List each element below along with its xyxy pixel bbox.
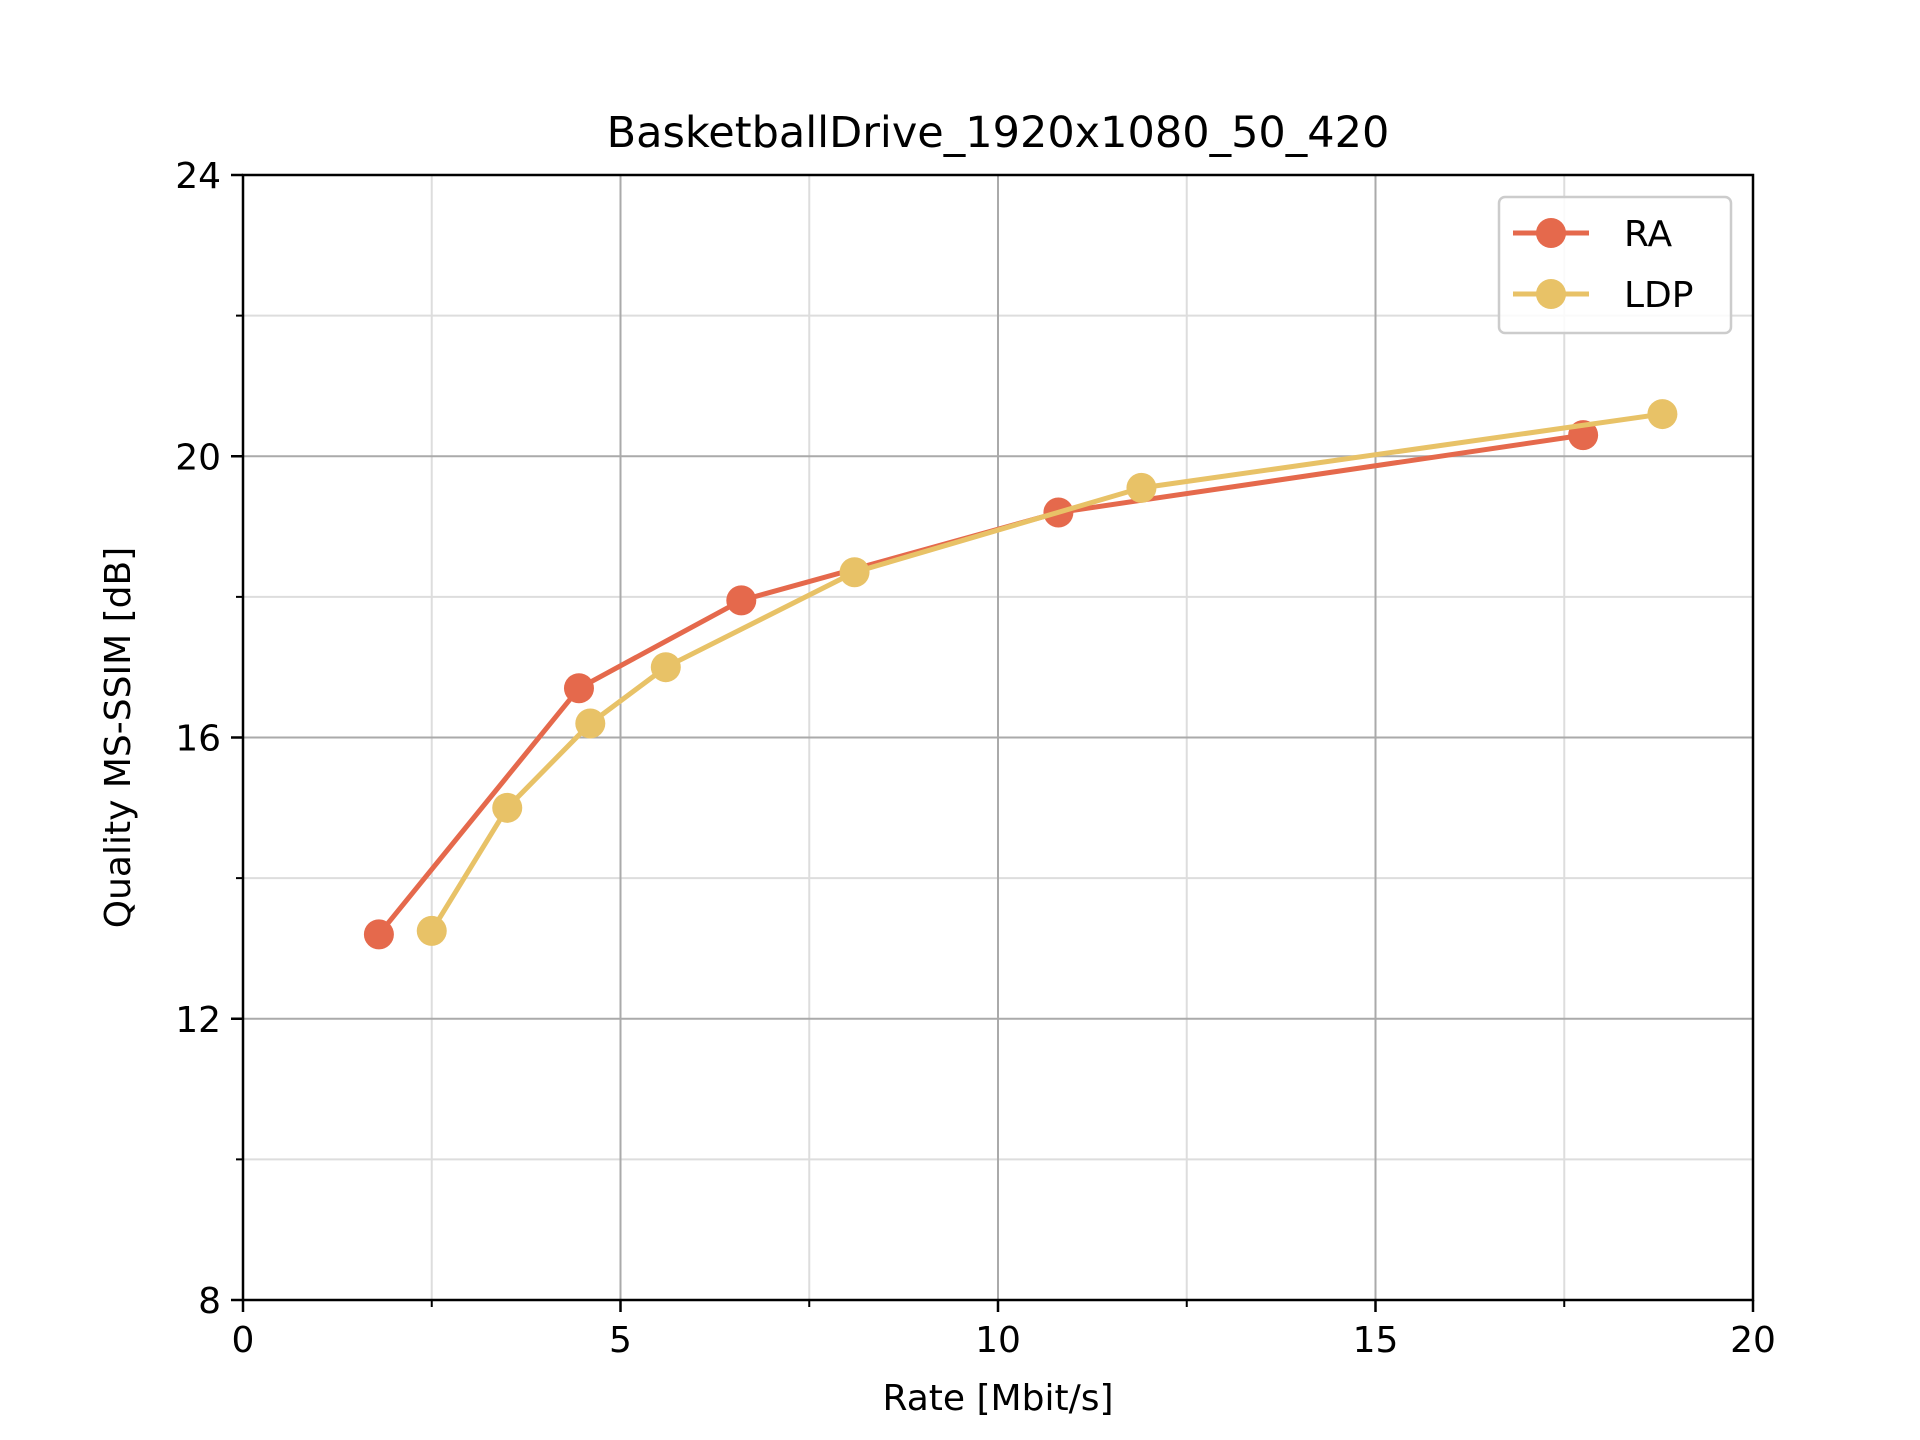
data-point [1126, 472, 1157, 503]
y-tick-label: 16 [175, 719, 221, 760]
y-axis-label: Quality MS-SSIM [dB] [98, 547, 139, 928]
data-point [563, 673, 594, 704]
chart-title: BasketballDrive_1920x1080_50_420 [607, 108, 1390, 158]
data-point [492, 792, 523, 823]
axis-ticks: 0 5 10 15 20 8 12 16 20 24 [175, 156, 1776, 1361]
x-tick-label: 0 [232, 1320, 255, 1361]
x-tick-label: 15 [1353, 1320, 1399, 1361]
legend-marker [1536, 218, 1566, 248]
data-point [575, 708, 606, 739]
x-tick-label: 10 [975, 1320, 1021, 1361]
y-tick-label: 8 [198, 1281, 221, 1322]
legend-label: RA [1624, 214, 1673, 255]
plot-area-frame [241, 173, 1755, 1302]
y-tick-label: 12 [175, 1000, 221, 1041]
x-tick-label: 5 [609, 1320, 632, 1361]
data-point [416, 915, 447, 946]
legend-marker [1536, 279, 1566, 309]
data-point [839, 557, 870, 588]
data-point [726, 585, 757, 616]
y-tick-label: 24 [175, 156, 221, 197]
data-point [1647, 399, 1678, 430]
legend: RA LDP [1497, 195, 1733, 335]
data-point [650, 652, 681, 683]
series [363, 399, 1678, 950]
series-ldp [416, 399, 1678, 946]
data-point [363, 919, 394, 950]
legend-label: LDP [1624, 275, 1694, 316]
legend-box [1497, 195, 1733, 335]
y-tick-label: 20 [175, 437, 221, 478]
x-axis-label: Rate [Mbit/s] [883, 1378, 1114, 1419]
x-tick-label: 20 [1730, 1320, 1776, 1361]
